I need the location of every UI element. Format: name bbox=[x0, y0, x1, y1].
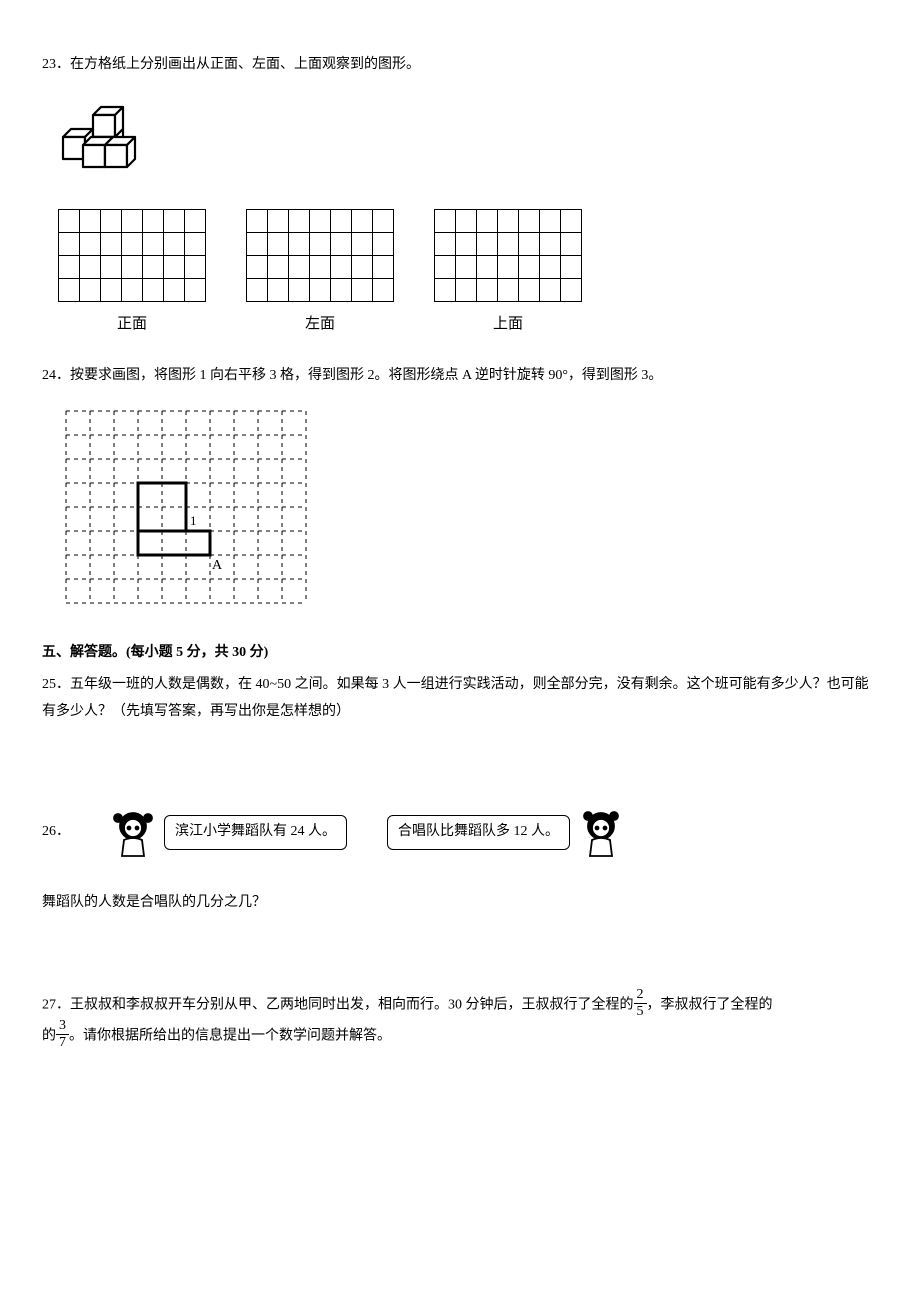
q26-question: 舞蹈队的人数是合唱队的几分之几？ bbox=[42, 890, 878, 917]
q27-frac2-d: 7 bbox=[56, 1035, 69, 1050]
q24-dashed-grid: 1 A bbox=[58, 403, 878, 622]
section-5-title: 五、解答题。(每小题 5 分，共 30 分) bbox=[42, 640, 878, 667]
q27-mid: ，李叔叔行了全程的 bbox=[647, 998, 773, 1013]
grid-left-table bbox=[246, 209, 394, 302]
q27-text: 27．王叔叔和李叔叔开车分别从甲、乙两地同时出发，相向而行。30 分钟后，王叔叔… bbox=[42, 990, 878, 1052]
grid-left: 左面 bbox=[246, 209, 394, 339]
label-a: A bbox=[212, 558, 223, 573]
q26-row: 26． 滨江小学舞蹈队有 24 人。 合唱队比舞蹈队多 12 人。 bbox=[42, 806, 878, 860]
q26-bubble-left: 滨江小学舞蹈队有 24 人。 bbox=[164, 815, 347, 850]
grid-left-label: 左面 bbox=[246, 310, 394, 339]
q26-right-group: 合唱队比舞蹈队多 12 人。 bbox=[387, 806, 624, 860]
dashed-grid-svg: 1 A bbox=[58, 403, 314, 611]
shape-1 bbox=[138, 483, 210, 555]
grid-front-label: 正面 bbox=[58, 310, 206, 339]
q23-cubes-figure bbox=[58, 95, 878, 186]
grid-front: 正面 bbox=[58, 209, 206, 339]
girl-right-icon bbox=[578, 806, 624, 860]
girl-left-icon bbox=[110, 806, 156, 860]
q23-text: 23．在方格纸上分别画出从正面、左面、上面观察到的图形。 bbox=[42, 52, 878, 79]
q27-suffix: 。请你根据所给出的信息提出一个数学问题并解答。 bbox=[69, 1029, 391, 1044]
q26-left-group: 滨江小学舞蹈队有 24 人。 bbox=[110, 806, 347, 860]
grid-top-table bbox=[434, 209, 582, 302]
grid-top-label: 上面 bbox=[434, 310, 582, 339]
q26-number: 26． bbox=[42, 819, 70, 846]
grid-top: 上面 bbox=[434, 209, 582, 339]
q23-grids-row: 正面 左面 上面 bbox=[58, 209, 878, 339]
q27-frac2-n: 3 bbox=[56, 1019, 69, 1035]
q26-bubble-right: 合唱队比舞蹈队多 12 人。 bbox=[387, 815, 570, 850]
q25-text: 25．五年级一班的人数是偶数，在 40~50 之间。如果每 3 人一组进行实践活… bbox=[42, 672, 878, 725]
q24-text: 24．按要求画图，将图形 1 向右平移 3 格，得到图形 2。将图形绕点 A 逆… bbox=[42, 363, 878, 390]
label-1: 1 bbox=[190, 513, 197, 528]
q27-frac1: 25 bbox=[634, 988, 647, 1019]
cubes-svg bbox=[58, 95, 168, 175]
grid-front-table bbox=[58, 209, 206, 302]
q27-frac1-n: 2 bbox=[634, 988, 647, 1004]
q27-prefix: 27．王叔叔和李叔叔开车分别从甲、乙两地同时出发，相向而行。30 分钟后，王叔叔… bbox=[42, 998, 634, 1013]
q27-frac1-d: 5 bbox=[634, 1004, 647, 1019]
q27-frac2: 37 bbox=[56, 1019, 69, 1050]
